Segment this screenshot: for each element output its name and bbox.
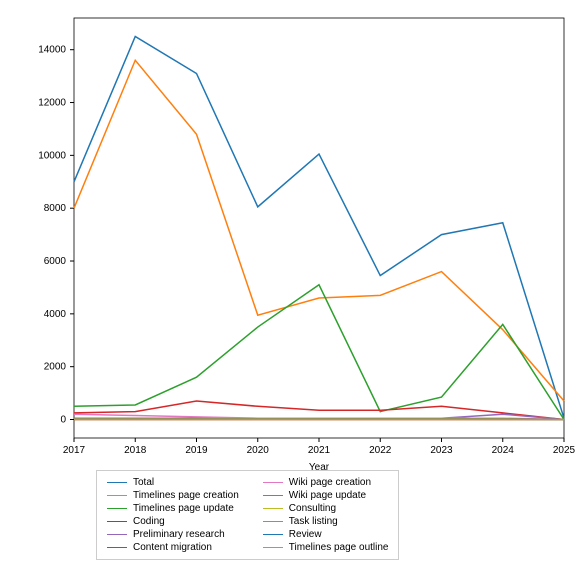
y-tick-label: 4000 xyxy=(44,309,67,320)
legend-item: Coding xyxy=(107,516,239,527)
legend-item: Wiki page update xyxy=(263,490,389,501)
series-line xyxy=(74,36,564,418)
series-line xyxy=(74,60,564,401)
x-tick-label: 2017 xyxy=(63,445,86,456)
y-tick-label: 0 xyxy=(60,415,66,426)
y-tick-label: 8000 xyxy=(44,203,67,214)
legend-label: Timelines page update xyxy=(133,503,234,514)
legend-label: Content migration xyxy=(133,542,212,553)
legend-label: Timelines page outline xyxy=(289,542,389,553)
legend-swatch xyxy=(107,547,127,548)
series-line xyxy=(74,401,564,419)
x-tick-label: 2022 xyxy=(369,445,392,456)
figure-container: 201720182019202020212022202320242025Year… xyxy=(0,0,587,578)
legend-item: Timelines page update xyxy=(107,503,239,514)
legend-item: Task listing xyxy=(263,516,389,527)
legend-label: Wiki page update xyxy=(289,490,366,501)
y-tick-label: 6000 xyxy=(44,256,67,267)
legend-swatch xyxy=(107,521,127,522)
legend-swatch xyxy=(263,495,283,496)
y-tick-label: 10000 xyxy=(38,150,66,161)
chart-legend: Total Wiki page creation Timelines page cr… xyxy=(96,470,399,560)
legend-swatch xyxy=(107,482,127,483)
legend-swatch xyxy=(263,534,283,535)
legend-swatch xyxy=(263,482,283,483)
x-tick-label: 2023 xyxy=(430,445,453,456)
legend-label: Coding xyxy=(133,516,165,527)
legend-swatch xyxy=(263,547,283,548)
y-tick-label: 14000 xyxy=(38,45,66,56)
legend-label: Preliminary research xyxy=(133,529,225,540)
legend-item: Total xyxy=(107,477,239,488)
legend-swatch xyxy=(107,534,127,535)
legend-swatch xyxy=(107,508,127,509)
legend-label: Task listing xyxy=(289,516,338,527)
legend-item: Content migration xyxy=(107,542,239,553)
x-tick-label: 2018 xyxy=(124,445,147,456)
legend-item: Timelines page creation xyxy=(107,490,239,501)
legend-label: Total xyxy=(133,477,154,488)
x-tick-label: 2020 xyxy=(247,445,270,456)
legend-label: Consulting xyxy=(289,503,336,514)
legend-swatch xyxy=(263,508,283,509)
legend-swatch xyxy=(107,495,127,496)
legend-item: Consulting xyxy=(263,503,389,514)
legend-label: Timelines page creation xyxy=(133,490,239,501)
legend-item: Review xyxy=(263,529,389,540)
legend-item: Wiki page creation xyxy=(263,477,389,488)
x-tick-label: 2019 xyxy=(185,445,208,456)
legend-label: Review xyxy=(289,529,322,540)
legend-item: Timelines page outline xyxy=(263,542,389,553)
x-tick-label: 2024 xyxy=(492,445,515,456)
legend-swatch xyxy=(263,521,283,522)
legend-item: Preliminary research xyxy=(107,529,239,540)
y-tick-label: 12000 xyxy=(38,98,66,109)
legend-label: Wiki page creation xyxy=(289,477,371,488)
series-line xyxy=(74,285,564,420)
x-tick-label: 2025 xyxy=(553,445,576,456)
y-tick-label: 2000 xyxy=(44,362,67,373)
x-tick-label: 2021 xyxy=(308,445,331,456)
